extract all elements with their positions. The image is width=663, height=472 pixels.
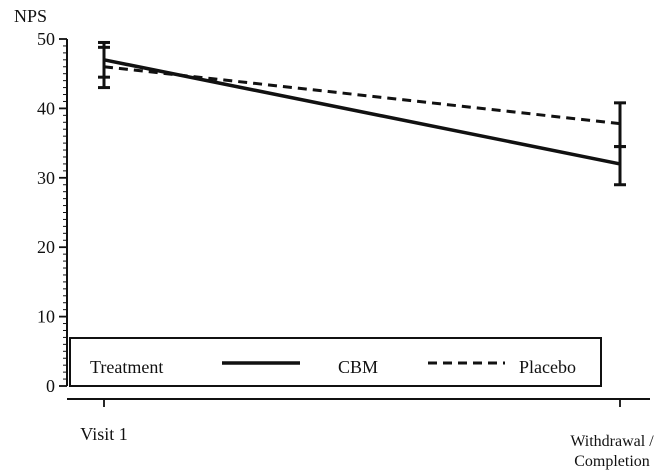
y-tick-label: 0	[46, 376, 55, 396]
legend-title: Treatment	[90, 357, 163, 377]
legend-placebo-label: Placebo	[519, 357, 576, 377]
x-tick-label: Withdrawal /	[570, 433, 654, 450]
y-tick-label: 10	[37, 307, 55, 327]
y-tick-label: 40	[37, 98, 55, 118]
y-tick-label: 50	[37, 29, 55, 49]
legend: Treatment CBM Placebo	[69, 337, 602, 387]
x-axis: Visit 1 Withdrawal / Completion	[67, 398, 654, 470]
plot-area	[98, 40, 626, 187]
x-tick-label: Completion	[574, 453, 650, 470]
legend-cbm-label: CBM	[338, 357, 378, 377]
x-tick-label: Visit 1	[80, 424, 127, 444]
y-tick-label: 20	[37, 237, 55, 257]
legend-box	[69, 337, 602, 387]
series-line-cbm	[103, 58, 621, 166]
series-line-placebo	[103, 65, 621, 126]
y-tick-label: 30	[37, 168, 55, 188]
y-axis: 0 10 20 30 40 50	[37, 29, 68, 396]
y-axis-label: NPS	[14, 6, 47, 26]
